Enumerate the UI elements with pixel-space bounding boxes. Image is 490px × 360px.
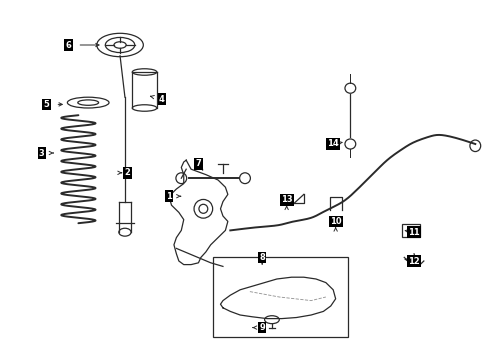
Text: 13: 13 xyxy=(281,195,293,204)
Text: 2: 2 xyxy=(124,168,130,177)
Text: 1: 1 xyxy=(166,192,172,201)
Text: 11: 11 xyxy=(408,228,420,237)
Bar xyxy=(213,257,348,337)
Text: 5: 5 xyxy=(44,100,49,109)
Text: 14: 14 xyxy=(327,139,339,148)
Text: 12: 12 xyxy=(408,256,420,265)
Text: 6: 6 xyxy=(66,40,72,49)
Text: 3: 3 xyxy=(39,149,45,158)
Text: 7: 7 xyxy=(196,159,201,168)
Bar xyxy=(402,224,420,237)
Text: 9: 9 xyxy=(259,323,265,332)
Text: 8: 8 xyxy=(259,253,265,262)
Text: 10: 10 xyxy=(330,217,342,226)
Text: 4: 4 xyxy=(159,94,165,104)
